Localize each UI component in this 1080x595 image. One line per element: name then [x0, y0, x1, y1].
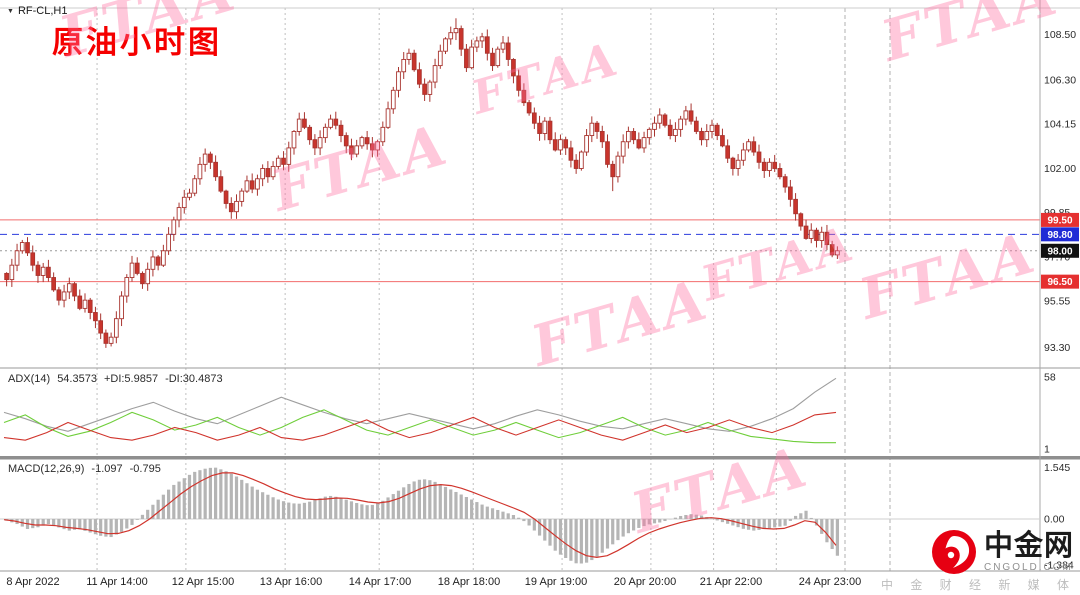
svg-text:1: 1 [1044, 444, 1050, 456]
adx-indicator-label: ADX(14) 54.3573 +DI:5.9857 -DI:30.4873 [8, 373, 230, 385]
svg-text:104.15: 104.15 [1044, 119, 1076, 131]
svg-text:98.00: 98.00 [1047, 246, 1072, 257]
svg-text:20 Apr 20:00: 20 Apr 20:00 [614, 576, 676, 588]
chevron-down-icon: ▼ [7, 7, 14, 15]
svg-text:106.30: 106.30 [1044, 75, 1076, 87]
day-separators [96, 8, 891, 571]
svg-text:99.50: 99.50 [1047, 215, 1072, 226]
logo-domain: CNGOLD.COM [983, 562, 1073, 574]
adx-panel: 58 1 [3, 372, 1056, 456]
macd-indicator-label: MACD(12,26,9) -1.097 -0.795 [8, 463, 168, 475]
svg-text:21 Apr 22:00: 21 Apr 22:00 [700, 576, 762, 588]
logo-name: 中金网 [983, 529, 1074, 562]
svg-text:98.80: 98.80 [1047, 230, 1072, 241]
time-axis: 8 Apr 2022 11 Apr 14:00 12 Apr 15:00 13 Apr… [6, 576, 861, 588]
svg-text:19 Apr 19:00: 19 Apr 19:00 [525, 576, 587, 588]
macd-name: MACD(12,26,9) [8, 463, 85, 475]
svg-text:0.00: 0.00 [1044, 514, 1065, 526]
adx-value: 54.3573 [57, 373, 97, 385]
adx-minus-di: -DI:30.4873 [165, 373, 223, 385]
svg-text:14 Apr 17:00: 14 Apr 17:00 [349, 576, 411, 588]
adx-plus-di: +DI:5.9857 [103, 373, 159, 385]
svg-text:58: 58 [1044, 372, 1056, 384]
svg-text:96.50: 96.50 [1047, 277, 1072, 288]
price-label-boxes: 99.50 98.80 98.00 96.50 [1041, 212, 1079, 289]
cngold-logo[interactable]: 中金网 CNGOLD.COM [931, 529, 1074, 575]
candlesticks [4, 18, 840, 348]
svg-text:12 Apr 15:00: 12 Apr 15:00 [172, 576, 234, 588]
cngold-logo-icon [931, 530, 976, 574]
chart-title: 原油小时图 [52, 25, 222, 60]
svg-text:8 Apr 2022: 8 Apr 2022 [6, 576, 59, 588]
svg-text:102.00: 102.00 [1044, 163, 1076, 175]
svg-text:-1.384: -1.384 [1044, 560, 1074, 572]
svg-text:13 Apr 16:00: 13 Apr 16:00 [260, 576, 322, 588]
symbol-text: RF-CL,H1 [17, 5, 68, 17]
macd-value: -1.097 [91, 463, 123, 475]
price-axis: 108.50106.30104.15102.0099.8597.7095.559… [1044, 29, 1076, 354]
adx-name: ADX(14) [8, 373, 51, 385]
svg-text:108.50: 108.50 [1044, 29, 1076, 41]
symbol-label[interactable]: ▼ RF-CL,H1 [7, 5, 67, 17]
svg-text:1.545: 1.545 [1044, 462, 1070, 474]
macd-panel: 1.545 0.00 -1.384 [0, 462, 1074, 572]
media-watermark: 中 金 财 经 新 媒 体 [880, 578, 1076, 592]
svg-text:24 Apr 23:00: 24 Apr 23:00 [799, 576, 861, 588]
svg-text:18 Apr 18:00: 18 Apr 18:00 [438, 576, 500, 588]
svg-text:11 Apr 14:00: 11 Apr 14:00 [86, 576, 148, 588]
svg-text:93.30: 93.30 [1044, 342, 1070, 354]
macd-signal-value: -0.795 [129, 463, 161, 475]
level-lines [0, 219, 1040, 283]
svg-text:95.55: 95.55 [1044, 296, 1070, 308]
